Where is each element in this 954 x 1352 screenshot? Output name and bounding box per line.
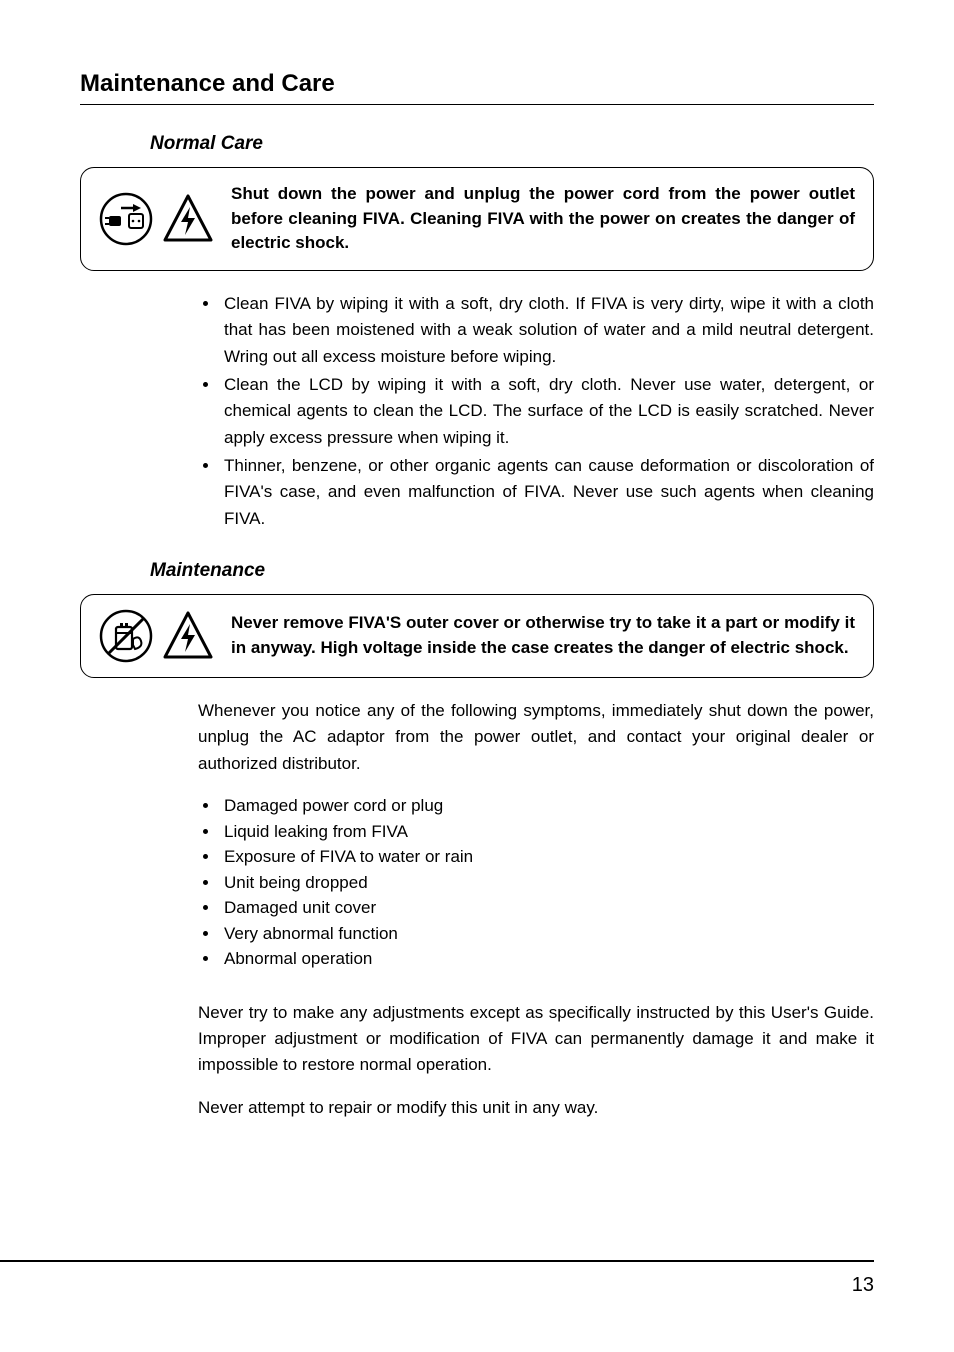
footer-rule (0, 1260, 874, 1262)
list-item: Damaged power cord or plug (220, 793, 874, 819)
list-item: Clean the LCD by wiping it with a soft, … (220, 372, 874, 451)
maintenance-warning-box: Never remove FIVA'S outer cover or other… (80, 594, 874, 678)
shock-triangle-icon (161, 609, 215, 663)
shock-triangle-icon (161, 192, 215, 246)
maintenance-intro: Whenever you notice any of the following… (150, 698, 874, 777)
list-item: Very abnormal function (220, 921, 874, 947)
maintenance-list: Damaged power cord or plug Liquid leakin… (150, 793, 874, 972)
maintenance-outro2: Never attempt to repair or modify this u… (150, 1095, 874, 1121)
content-area: Normal Care (80, 133, 874, 1121)
maintenance-outro1: Never try to make any adjustments except… (150, 1000, 874, 1079)
list-item: Clean FIVA by wiping it with a soft, dry… (220, 291, 874, 370)
list-item: Thinner, benzene, or other organic agent… (220, 453, 874, 532)
list-item: Unit being dropped (220, 870, 874, 896)
warning-icons-group (99, 192, 215, 246)
list-item: Liquid leaking from FIVA (220, 819, 874, 845)
unplug-icon (99, 192, 153, 246)
list-item: Abnormal operation (220, 946, 874, 972)
page: Maintenance and Care Normal Care (0, 0, 954, 1352)
normal-care-warning-box: Shut down the power and unplug the power… (80, 167, 874, 271)
warning-icons-group (99, 609, 215, 663)
no-disassemble-icon (99, 609, 153, 663)
page-number: 13 (852, 1274, 874, 1297)
maintenance-warning-text: Never remove FIVA'S outer cover or other… (231, 611, 855, 660)
page-title: Maintenance and Care (80, 70, 874, 105)
list-item: Damaged unit cover (220, 895, 874, 921)
list-item: Exposure of FIVA to water or rain (220, 844, 874, 870)
normal-care-list: Clean FIVA by wiping it with a soft, dry… (150, 291, 874, 532)
normal-care-heading: Normal Care (150, 133, 874, 155)
maintenance-heading: Maintenance (150, 560, 874, 582)
normal-care-warning-text: Shut down the power and unplug the power… (231, 182, 855, 256)
